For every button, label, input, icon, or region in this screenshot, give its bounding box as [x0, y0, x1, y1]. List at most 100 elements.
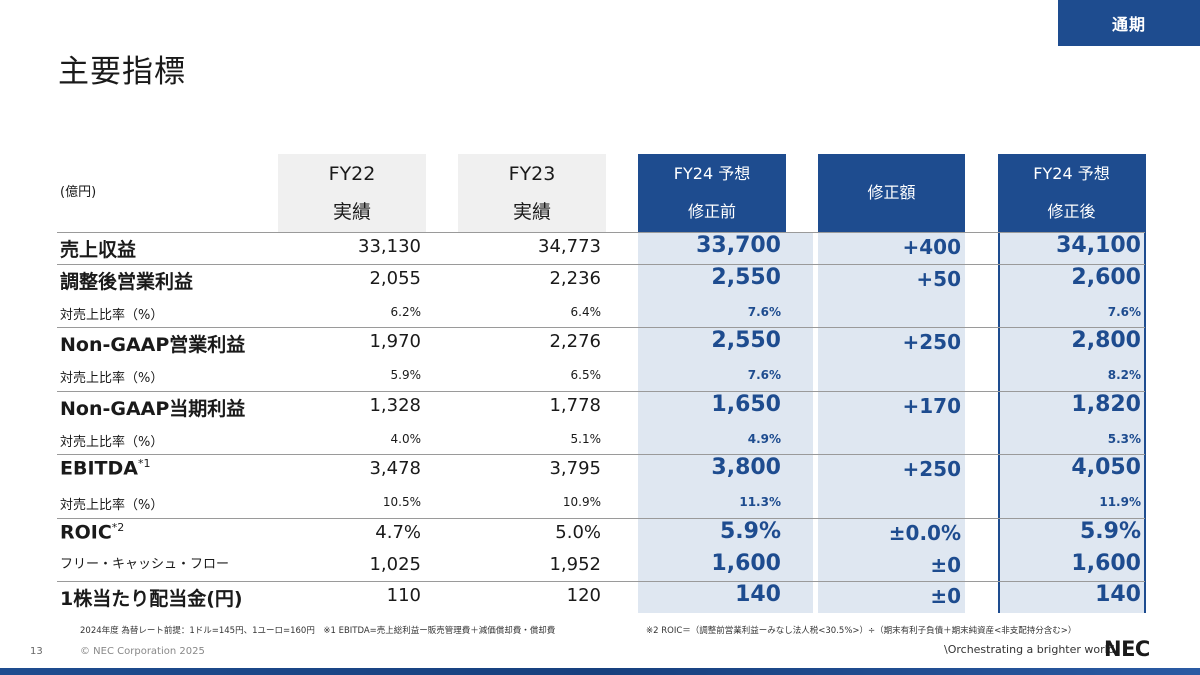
table-cell: 1,328 [369, 394, 421, 416]
row-label-text: 対売上比率（%） [60, 371, 164, 386]
footnote-roic: ※2 ROIC＝（調整前営業利益ーみなし法人税<30.5%>）÷（期末有利子負債… [646, 626, 1077, 636]
table-cell: ±0 [930, 584, 961, 609]
table-cell: +50 [916, 266, 961, 291]
row-label-text: 対売上比率（%） [60, 498, 164, 513]
header-revision: 修正額 [818, 154, 965, 232]
header-fy22-line1: FY22 [328, 163, 376, 185]
table-cell: ±0 [930, 552, 961, 577]
row-label: EBITDA*1 [60, 457, 150, 479]
row-label: 対売上比率（%） [60, 304, 163, 323]
table-cell: 2,550 [711, 264, 781, 290]
row-label-text: EBITDA [60, 457, 138, 480]
row-label: 対売上比率（%） [60, 367, 163, 386]
page-number: 13 [30, 646, 43, 657]
table-cell: 5.1% [570, 431, 602, 446]
table-cell: 11.9% [1099, 495, 1141, 509]
table-cell: +250 [902, 330, 961, 355]
row-separator [57, 327, 1145, 328]
table-cell: 5.9% [719, 518, 781, 544]
row-label-text: ROIC [60, 521, 112, 544]
row-label-note: *2 [111, 520, 125, 534]
unit-label: (億円) [60, 185, 97, 200]
table-cell: 3,795 [549, 458, 601, 480]
nec-logo: NEC [1104, 637, 1150, 661]
table-cell: 5.0% [555, 521, 601, 543]
table-cell: 10.9% [562, 495, 601, 509]
table-cell: 1,600 [1071, 550, 1141, 576]
table-cell: 2,055 [369, 267, 421, 289]
table-cell: 3,800 [711, 455, 781, 481]
forecast-column-bg [638, 232, 813, 613]
table-cell: +400 [902, 235, 961, 259]
row-label-text: 対売上比率（%） [60, 434, 164, 450]
table-cell: 4.9% [747, 431, 781, 446]
header-fy24-after-line2: 修正後 [1047, 202, 1096, 221]
table-cell: +170 [902, 393, 961, 418]
row-separator [57, 454, 1145, 455]
row-label: 売上収益 [60, 235, 136, 262]
header-fy24-after-line1: FY24 予想 [1033, 164, 1110, 183]
table-cell: 2,276 [549, 331, 601, 353]
row-label: 調整後営業利益 [60, 267, 193, 294]
header-fy22-line2: 実績 [332, 201, 371, 223]
row-separator [57, 581, 1145, 582]
table-cell: 1,650 [711, 391, 781, 417]
header-fy23-line1: FY23 [508, 163, 556, 185]
table-cell: 4.0% [390, 431, 422, 446]
row-separator [57, 232, 1145, 233]
table-cell: 1,952 [549, 553, 601, 575]
table-cell: 5.9% [390, 368, 422, 382]
header-fy23-line2: 実績 [512, 201, 551, 223]
table-cell: 33,130 [358, 236, 421, 257]
row-label-text: 売上収益 [60, 239, 137, 261]
table-cell: 1,778 [549, 394, 601, 416]
row-separator [57, 264, 1145, 265]
row-label: 対売上比率（%） [60, 494, 163, 513]
table-cell: 7.6% [747, 304, 781, 319]
table-cell: 2,236 [549, 267, 601, 289]
row-label-text: Non-GAAP当期利益 [60, 397, 246, 420]
page-title: 主要指標 [58, 54, 186, 90]
table-cell: 5.3% [1107, 431, 1141, 446]
footnote-exchange-ebitda: 2024年度 為替レート前提：1ドル=145円、1ユーロ=160円 ※1 EBI… [80, 626, 556, 636]
row-label-text: 対売上比率（%） [60, 307, 164, 323]
table-cell: 2,800 [1071, 328, 1141, 354]
table-cell: 140 [735, 582, 781, 608]
row-label-text: フリー・キャッシュ・フロー [60, 556, 230, 572]
row-label-text: 1株当たり配当金(円) [60, 588, 243, 611]
table-cell: 34,773 [538, 236, 601, 257]
header-fy22: FY22 実績 [278, 154, 426, 232]
header-fy24-after: FY24 予想 修正後 [998, 154, 1145, 232]
table-cell: 5.9% [1079, 518, 1141, 544]
table-cell: 10.5% [382, 495, 421, 509]
table-cell: 33,700 [696, 233, 781, 258]
table-cell: 6.4% [570, 304, 602, 319]
row-label: Non-GAAP営業利益 [60, 330, 245, 357]
row-separator [57, 391, 1145, 392]
row-label: Non-GAAP当期利益 [60, 394, 245, 421]
revised-column-border-right [1144, 154, 1146, 613]
table-cell: 1,600 [711, 550, 781, 576]
revised-column-border-left [998, 154, 1000, 613]
table-cell: 11.3% [739, 495, 781, 509]
revised-column-bg [998, 232, 1145, 613]
header-fy24-before-line1: FY24 予想 [673, 164, 751, 183]
table-cell: +250 [902, 457, 961, 482]
table-cell: 4,050 [1071, 455, 1141, 481]
row-label: 対売上比率（%） [60, 431, 163, 450]
row-label-text: 調整後営業利益 [60, 270, 194, 293]
row-label: 1株当たり配当金(円) [60, 584, 243, 611]
table-cell: 110 [386, 585, 421, 607]
revision-column-bg [818, 232, 965, 613]
row-label-note: *1 [137, 457, 151, 471]
table-cell: 1,025 [369, 553, 421, 575]
row-label: フリー・キャッシュ・フロー [60, 553, 229, 572]
row-label: ROIC*2 [60, 521, 124, 543]
table-cell: 1,970 [369, 331, 421, 353]
table-cell: 2,550 [711, 328, 781, 354]
table-cell: 120 [566, 585, 601, 607]
table-cell: 2,600 [1071, 264, 1141, 290]
table-cell: 1,820 [1071, 391, 1141, 417]
footer-bar [0, 668, 1200, 675]
row-separator [57, 518, 1145, 519]
